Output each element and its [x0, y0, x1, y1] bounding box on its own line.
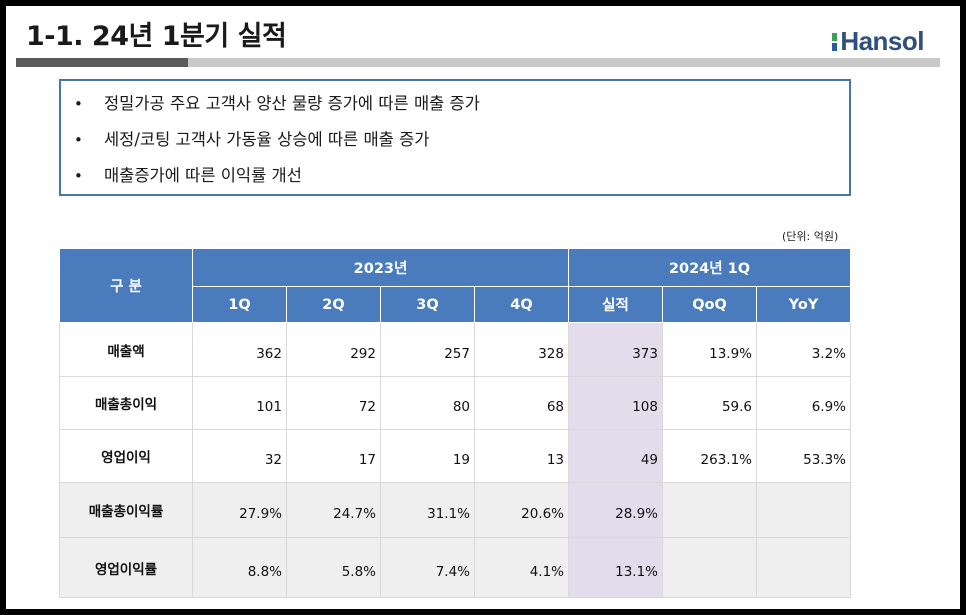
- table-cell: 27.9%: [192, 482, 287, 538]
- bullet-icon: •: [74, 131, 83, 149]
- column-header: 3Q: [380, 286, 475, 323]
- table-cell: 13: [474, 429, 569, 483]
- slide: 1-1. 24년 1분기 실적 Hansol • 정밀가공 주요 고객사 양산 물…: [6, 6, 960, 609]
- row-label: 매출액: [59, 322, 193, 377]
- table-cell: 24.7%: [286, 482, 381, 538]
- table-cell: 328: [474, 322, 569, 377]
- summary-item: • 정밀가공 주요 고객사 양산 물량 증가에 따른 매출 증가: [61, 91, 849, 127]
- table-cell: 13.9%: [662, 322, 757, 377]
- table-cell: 59.6: [662, 376, 757, 430]
- summary-text: 매출증가에 따른 이익률 개선: [104, 166, 302, 185]
- table-cell-highlight: 373: [568, 322, 663, 377]
- group-header-2024: 2024년 1Q: [568, 248, 851, 287]
- column-header: QoQ: [662, 286, 757, 323]
- summary-text: 세정/코팅 고객사 가동율 상승에 따른 매출 증가: [104, 130, 430, 149]
- table-cell: [662, 537, 757, 598]
- table-cell: 4.1%: [474, 537, 569, 598]
- summary-list: • 정밀가공 주요 고객사 양산 물량 증가에 따른 매출 증가 • 세정/코팅 고…: [61, 81, 849, 199]
- table-row: 영업이익률 8.8% 5.8% 7.4% 4.1% 13.1%: [59, 537, 851, 598]
- table-cell: [662, 482, 757, 538]
- summary-text: 정밀가공 주요 고객사 양산 물량 증가에 따른 매출 증가: [104, 94, 480, 113]
- table-cell: [756, 537, 851, 598]
- table-cell: 68: [474, 376, 569, 430]
- title-underline-accent: [16, 58, 188, 67]
- table-cell: 53.3%: [756, 429, 851, 483]
- table-cell: 6.9%: [756, 376, 851, 430]
- table-cell: 8.8%: [192, 537, 287, 598]
- unit-label: (단위: 억원): [782, 230, 839, 243]
- table-cell: [756, 482, 851, 538]
- row-label: 영업이익률: [59, 537, 193, 598]
- table-cell: 292: [286, 322, 381, 377]
- performance-table: 구 분 2023년 2024년 1Q 1Q 2Q 3Q 4Q 실적 QoQ Yo…: [59, 248, 851, 598]
- table-cell-highlight: 108: [568, 376, 663, 430]
- column-header: 실적: [568, 286, 663, 323]
- table-cell: 80: [380, 376, 475, 430]
- summary-item: • 매출증가에 따른 이익률 개선: [61, 163, 849, 199]
- title-underline: [16, 58, 940, 67]
- table-cell: 263.1%: [662, 429, 757, 483]
- table-cell: 7.4%: [380, 537, 475, 598]
- row-header-label: 구 분: [59, 248, 193, 323]
- table-cell: 362: [192, 322, 287, 377]
- table-row: 매출액 362 292 257 328 373 13.9% 3.2%: [59, 322, 851, 377]
- column-header: 2Q: [286, 286, 381, 323]
- page-title: 1-1. 24년 1분기 실적: [26, 21, 287, 52]
- table-cell: 257: [380, 322, 475, 377]
- table-cell: 31.1%: [380, 482, 475, 538]
- summary-box: • 정밀가공 주요 고객사 양산 물량 증가에 따른 매출 증가 • 세정/코팅 고…: [59, 79, 851, 196]
- row-label: 매출총이익률: [59, 482, 193, 538]
- table-cell: 32: [192, 429, 287, 483]
- table-cell-highlight: 49: [568, 429, 663, 483]
- group-header-2023: 2023년: [192, 248, 569, 287]
- column-header: 1Q: [192, 286, 287, 323]
- summary-item: • 세정/코팅 고객사 가동율 상승에 따른 매출 증가: [61, 127, 849, 163]
- table-row: 매출총이익 101 72 80 68 108 59.6 6.9%: [59, 376, 851, 430]
- column-header: 4Q: [474, 286, 569, 323]
- hansol-logo: Hansol: [832, 26, 924, 57]
- table-cell: 101: [192, 376, 287, 430]
- row-label: 영업이익: [59, 429, 193, 483]
- bullet-icon: •: [74, 95, 83, 113]
- table-row: 매출총이익률 27.9% 24.7% 31.1% 20.6% 28.9%: [59, 482, 851, 538]
- table-cell: 19: [380, 429, 475, 483]
- table-cell: 3.2%: [756, 322, 851, 377]
- table-row: 영업이익 32 17 19 13 49 263.1% 53.3%: [59, 429, 851, 483]
- column-header: YoY: [756, 286, 851, 323]
- logo-mark-icon: [832, 32, 838, 52]
- table-cell-highlight: 28.9%: [568, 482, 663, 538]
- table-cell: 20.6%: [474, 482, 569, 538]
- table-cell: 5.8%: [286, 537, 381, 598]
- logo-text: Hansol: [840, 26, 924, 56]
- table-cell-highlight: 13.1%: [568, 537, 663, 598]
- row-label: 매출총이익: [59, 376, 193, 430]
- table-cell: 72: [286, 376, 381, 430]
- table-cell: 17: [286, 429, 381, 483]
- bullet-icon: •: [74, 167, 83, 185]
